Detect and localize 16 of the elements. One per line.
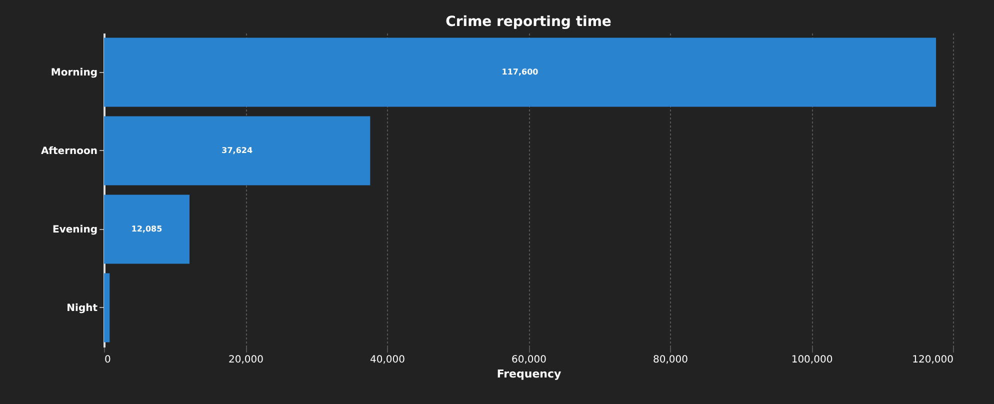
x-axis-title: Frequency (496, 368, 562, 380)
x-tick-label: 120,000 (912, 354, 954, 366)
x-tick-label: 80,000 (653, 354, 688, 366)
y-tick-label: Afternoon (40, 146, 98, 157)
y-tick-label: Evening (52, 224, 98, 236)
y-tick-label: Night (66, 302, 98, 314)
data-label: 12,085 (131, 224, 163, 234)
x-tick-label: 40,000 (370, 354, 405, 366)
y-tick-label: Morning (50, 67, 98, 78)
x-tick-label: 60,000 (512, 354, 546, 366)
data-label: 117,600 (502, 67, 539, 76)
x-tick-label: 0 (104, 354, 111, 366)
chart-title: Crime reporting time (446, 14, 612, 30)
x-tick-label: 20,000 (228, 354, 264, 366)
data-label: 37,624 (222, 146, 253, 155)
x-tick-label: 100,000 (791, 354, 833, 366)
